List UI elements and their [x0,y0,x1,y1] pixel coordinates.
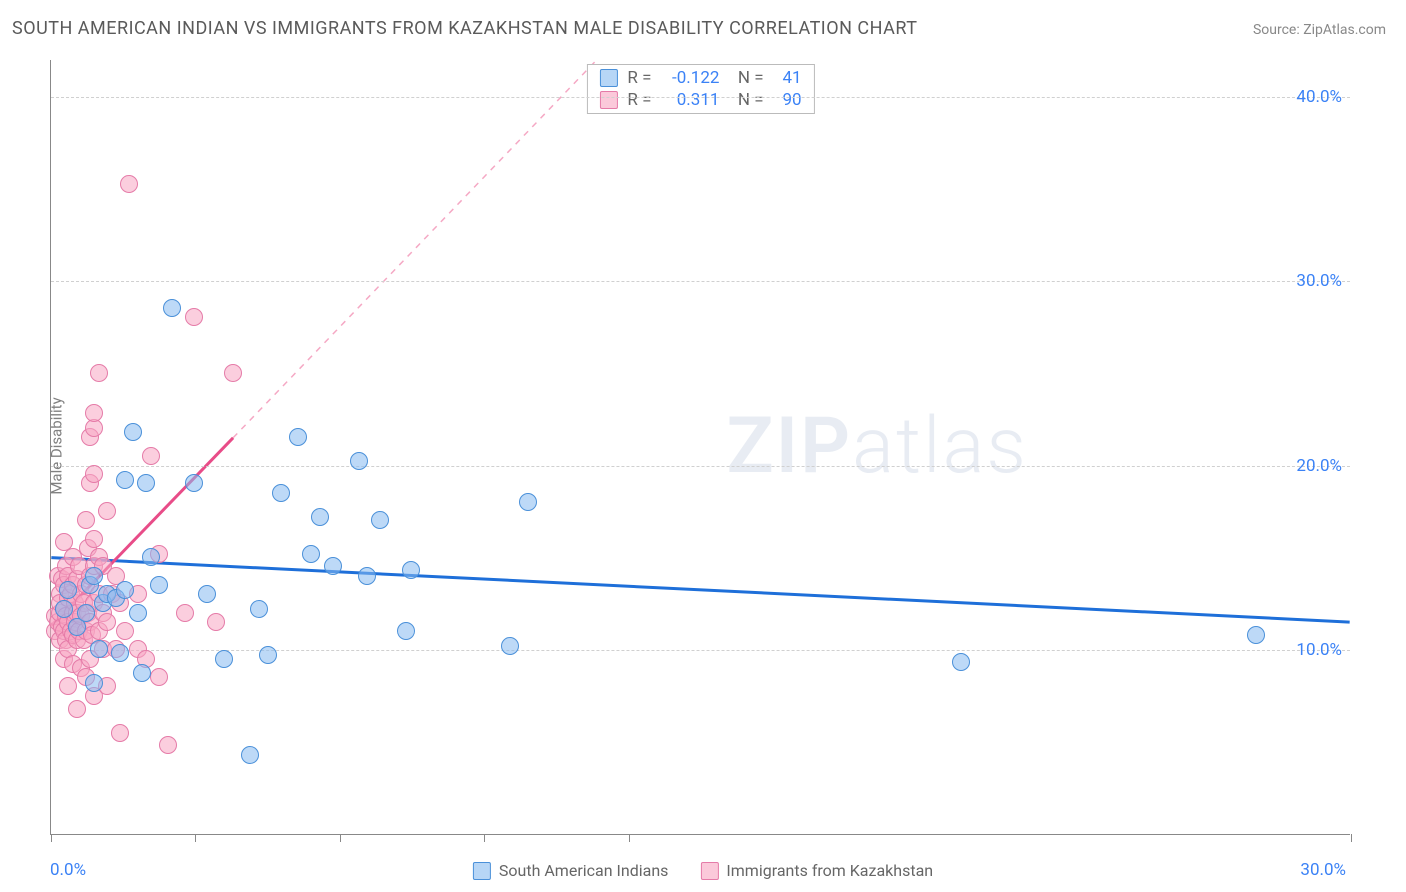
stat-legend: R = -0.122 N = 41 R = 0.311 N = 90 [586,64,814,114]
data-point [120,175,138,193]
x-axis-min-label: 0.0% [50,860,86,880]
x-tick [1351,834,1352,842]
data-point [129,604,147,622]
chart-title: SOUTH AMERICAN INDIAN VS IMMIGRANTS FROM… [12,18,917,39]
data-point [402,561,420,579]
data-point [350,452,368,470]
data-point [163,299,181,317]
y-tick-label: 30.0% [1296,271,1342,291]
series-legend: South American Indians Immigrants from Ka… [473,861,933,880]
gridline [51,650,1350,651]
data-point [159,736,177,754]
data-point [501,637,519,655]
data-point [1247,626,1265,644]
data-point [59,677,77,695]
legend-label: South American Indians [499,861,669,880]
data-point [185,474,203,492]
stat-n-label: N = [729,90,763,110]
data-point [198,585,216,603]
data-point [116,471,134,489]
data-point [952,653,970,671]
data-point [77,604,95,622]
data-point [241,746,259,764]
data-point [68,700,86,718]
data-point [142,548,160,566]
data-point [324,557,342,575]
stat-r-value: 0.311 [661,90,719,110]
data-point [215,650,233,668]
data-point [185,308,203,326]
legend-swatch [599,69,617,87]
data-point [55,600,73,618]
data-point [289,428,307,446]
watermark: ZIPatlas [726,401,1027,492]
gridline [51,97,1350,98]
data-point [124,423,142,441]
x-tick [629,834,630,842]
data-point [77,511,95,529]
legend-item: Immigrants from Kazakhstan [700,861,933,880]
data-point [176,604,194,622]
data-point [85,465,103,483]
data-point [397,622,415,640]
trend-lines [51,60,1350,834]
data-point [311,508,329,526]
data-point [371,511,389,529]
data-point [358,567,376,585]
data-point [59,581,77,599]
data-point [224,364,242,382]
data-point [272,484,290,502]
gridline [51,281,1350,282]
x-axis-max-label: 30.0% [1300,860,1346,880]
data-point [150,668,168,686]
legend-swatch [700,862,718,880]
data-point [137,474,155,492]
x-tick [51,834,52,842]
data-point [259,646,277,664]
data-point [207,613,225,631]
y-tick-label: 40.0% [1296,87,1342,107]
stat-r-value: -0.122 [661,68,719,88]
data-point [98,613,116,631]
x-tick [484,834,485,842]
source-label: Source: ZipAtlas.com [1253,22,1386,38]
stat-legend-row: R = -0.122 N = 41 [587,67,813,89]
data-point [90,640,108,658]
data-point [98,502,116,520]
data-point [116,581,134,599]
data-point [85,674,103,692]
legend-label: Immigrants from Kazakhstan [726,861,933,880]
stat-n-value: 41 [774,68,802,88]
data-point [116,622,134,640]
stat-n-value: 90 [774,90,802,110]
x-tick [340,834,341,842]
y-tick-label: 20.0% [1296,456,1342,476]
data-point [85,404,103,422]
data-point [142,447,160,465]
data-point [133,664,151,682]
data-point [519,493,537,511]
data-point [85,567,103,585]
data-point [90,364,108,382]
stat-r-label: R = [627,68,651,88]
data-point [302,545,320,563]
plot-area: ZIPatlas R = -0.122 N = 41 R = 0.311 N =… [50,60,1350,835]
legend-swatch [473,862,491,880]
data-point [111,644,129,662]
legend-swatch [599,91,617,109]
stat-n-label: N = [729,68,763,88]
legend-item: South American Indians [473,861,669,880]
data-point [85,530,103,548]
stat-legend-row: R = 0.311 N = 90 [587,89,813,111]
data-point [111,724,129,742]
stat-r-label: R = [627,90,651,110]
data-point [250,600,268,618]
gridline [51,466,1350,467]
x-tick [195,834,196,842]
data-point [150,576,168,594]
y-tick-label: 10.0% [1296,640,1342,660]
